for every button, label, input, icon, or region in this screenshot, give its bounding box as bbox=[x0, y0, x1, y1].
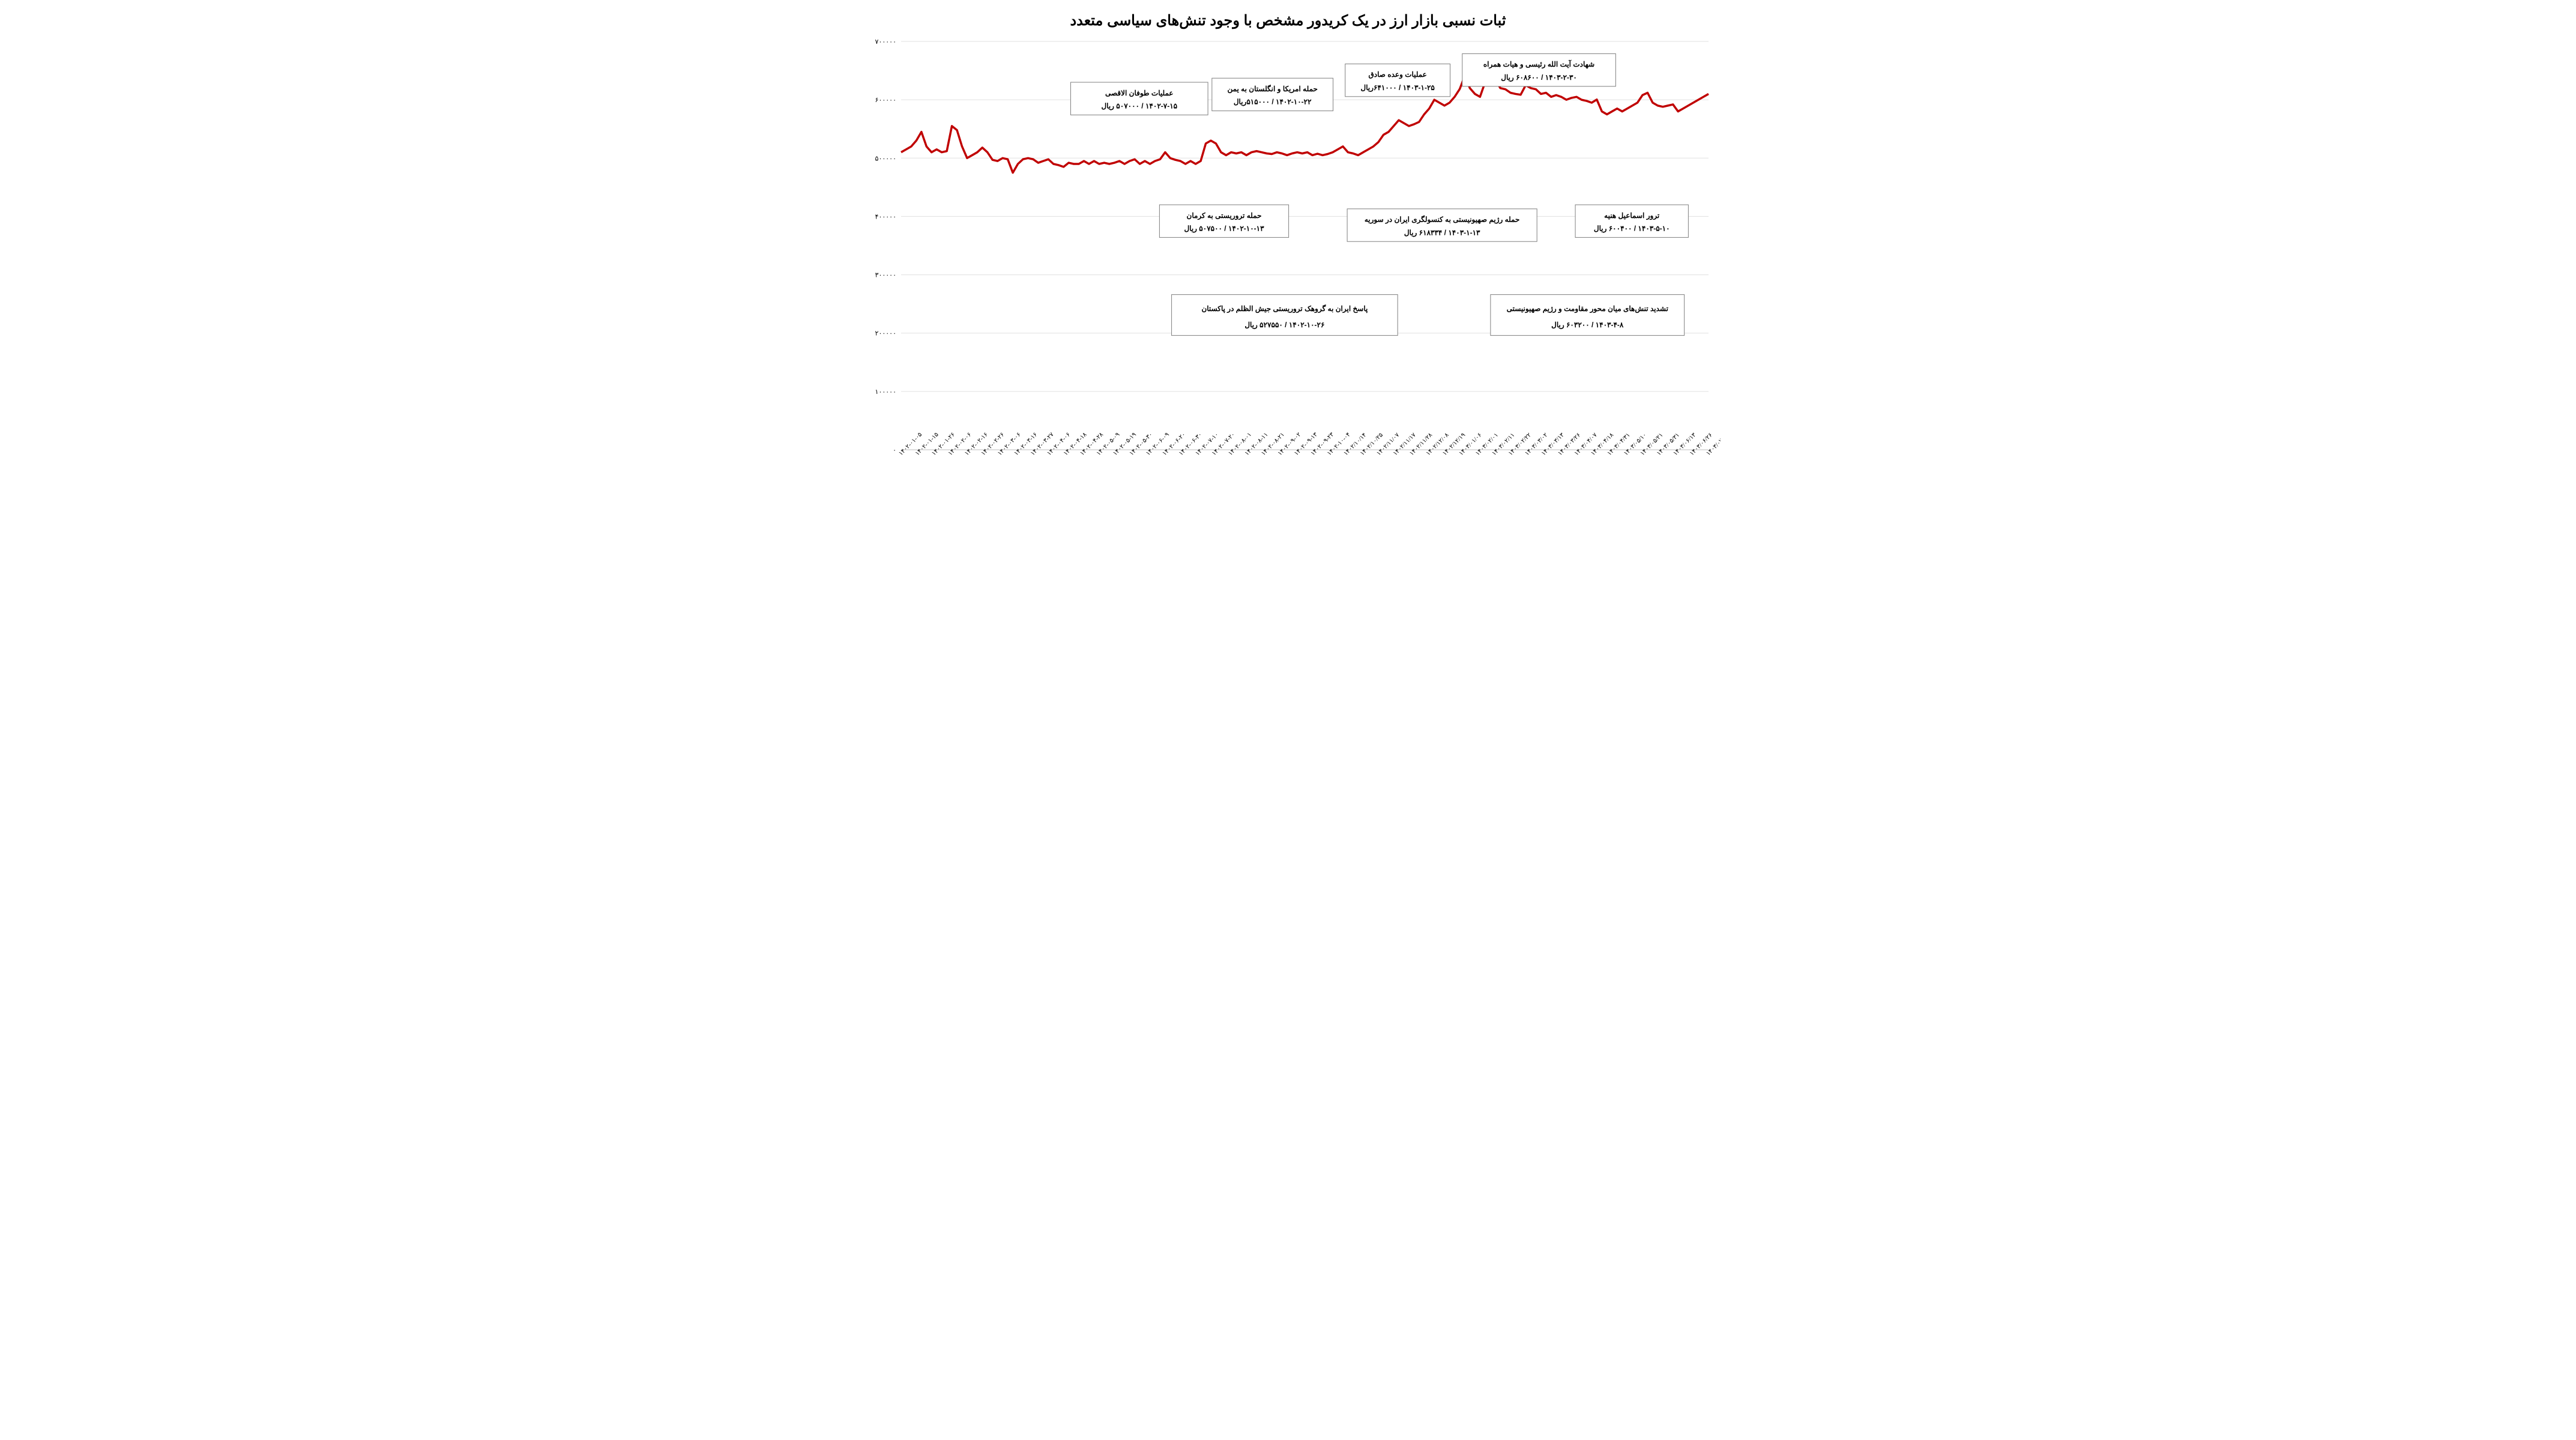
svg-text:۶۰۰۰۰۰: ۶۰۰۰۰۰ bbox=[875, 97, 896, 104]
plot-area: ۰ ۱۰۰۰۰۰ ۲۰۰۰۰۰ ۳۰۰۰۰۰ ۴۰۰۰۰۰ ۵۰۰۰۰۰ ۶۰۰۰۰۰ ۷۰۰… bbox=[856, 35, 1721, 504]
svg-text:۱۴۰۲-۱۰-۲۶ / ۵۲۷۵۵۰ ریال: ۱۴۰۲-۱۰-۲۶ / ۵۲۷۵۵۰ ریال bbox=[1244, 321, 1324, 330]
svg-text:۵۰۰۰۰۰: ۵۰۰۰۰۰ bbox=[875, 155, 896, 162]
svg-text:عملیات وعده صادق: عملیات وعده صادق bbox=[1368, 70, 1426, 79]
chart-title: ثبات نسبی بازار ارز در یک کریدور مشخص با… bbox=[856, 12, 1721, 29]
chart-svg: ۰ ۱۰۰۰۰۰ ۲۰۰۰۰۰ ۳۰۰۰۰۰ ۴۰۰۰۰۰ ۵۰۰۰۰۰ ۶۰۰۰۰۰ ۷۰۰… bbox=[856, 35, 1721, 504]
svg-text:۱۴۰۳-۱-۲۵ / ۶۴۱۰۰۰ریال: ۱۴۰۳-۱-۲۵ / ۶۴۱۰۰۰ریال bbox=[1360, 83, 1435, 92]
svg-text:۰: ۰ bbox=[893, 447, 896, 454]
svg-text:۱۴۰۲-۱۰-۲۲ / ۵۱۵۰۰۰ریال: ۱۴۰۲-۱۰-۲۲ / ۵۱۵۰۰۰ریال bbox=[1233, 98, 1311, 107]
svg-text:شهادت آیت الله رئیسی و هیات هم: شهادت آیت الله رئیسی و هیات همراه bbox=[1483, 59, 1594, 69]
svg-text:۱۴۰۲-۱۰-۱۳ / ۵۰۷۵۰۰ ریال: ۱۴۰۲-۱۰-۱۳ / ۵۰۷۵۰۰ ریال bbox=[1184, 225, 1264, 234]
svg-text:حمله تروریستی به کرمان: حمله تروریستی به کرمان bbox=[1186, 211, 1261, 220]
svg-text:۱۴۰۳-۲-۳۰ / ۶۰۸۶۰۰ ریال: ۱۴۰۳-۲-۳۰ / ۶۰۸۶۰۰ ریال bbox=[1501, 73, 1577, 82]
svg-text:۲۰۰۰۰۰: ۲۰۰۰۰۰ bbox=[875, 330, 896, 337]
svg-text:ترور اسماعیل هنیه: ترور اسماعیل هنیه bbox=[1604, 211, 1660, 220]
svg-text:عملیات طوفان الاقصی: عملیات طوفان الاقصی bbox=[1105, 89, 1173, 98]
svg-text:۱۴۰۳-۱-۱۳ / ۶۱۸۳۳۴ ریال: ۱۴۰۳-۱-۱۳ / ۶۱۸۳۳۴ ریال bbox=[1404, 228, 1480, 237]
svg-text:۷۰۰۰۰۰: ۷۰۰۰۰۰ bbox=[875, 38, 896, 46]
svg-text:پاسخ ایران به گروهک تروریستی ج: پاسخ ایران به گروهک تروریستی جیش الظلم د… bbox=[1201, 304, 1368, 313]
svg-text:۱۴۰۳-۵-۱۰ / ۶۰۰۴۰۰ ریال: ۱۴۰۳-۵-۱۰ / ۶۰۰۴۰۰ ریال bbox=[1593, 225, 1670, 234]
svg-text:تشدید تنش‌های میان محور مقاومت: تشدید تنش‌های میان محور مقاومت و رژیم صه… bbox=[1506, 304, 1668, 313]
svg-text:۱۴۰۳-۴-۸ / ۶۰۳۲۰۰ ریال: ۱۴۰۳-۴-۸ / ۶۰۳۲۰۰ ریال bbox=[1551, 321, 1624, 330]
svg-text:حمله امریکا و انگلستان به یمن: حمله امریکا و انگلستان به یمن bbox=[1227, 84, 1318, 94]
svg-text:۴۰۰۰۰۰: ۴۰۰۰۰۰ bbox=[875, 213, 896, 220]
svg-text:۱۴۰۲-۷-۱۵ / ۵۰۷۰۰۰ ریال: ۱۴۰۲-۷-۱۵ / ۵۰۷۰۰۰ ریال bbox=[1101, 102, 1177, 111]
svg-text:۱۰۰۰۰۰: ۱۰۰۰۰۰ bbox=[875, 389, 896, 396]
chart-container: ثبات نسبی بازار ارز در یک کریدور مشخص با… bbox=[856, 12, 1721, 504]
svg-text:حمله رژیم صهیونیستی به کنسولگر: حمله رژیم صهیونیستی به کنسولگری ایران در… bbox=[1364, 215, 1519, 225]
svg-text:۳۰۰۰۰۰: ۳۰۰۰۰۰ bbox=[875, 272, 896, 279]
